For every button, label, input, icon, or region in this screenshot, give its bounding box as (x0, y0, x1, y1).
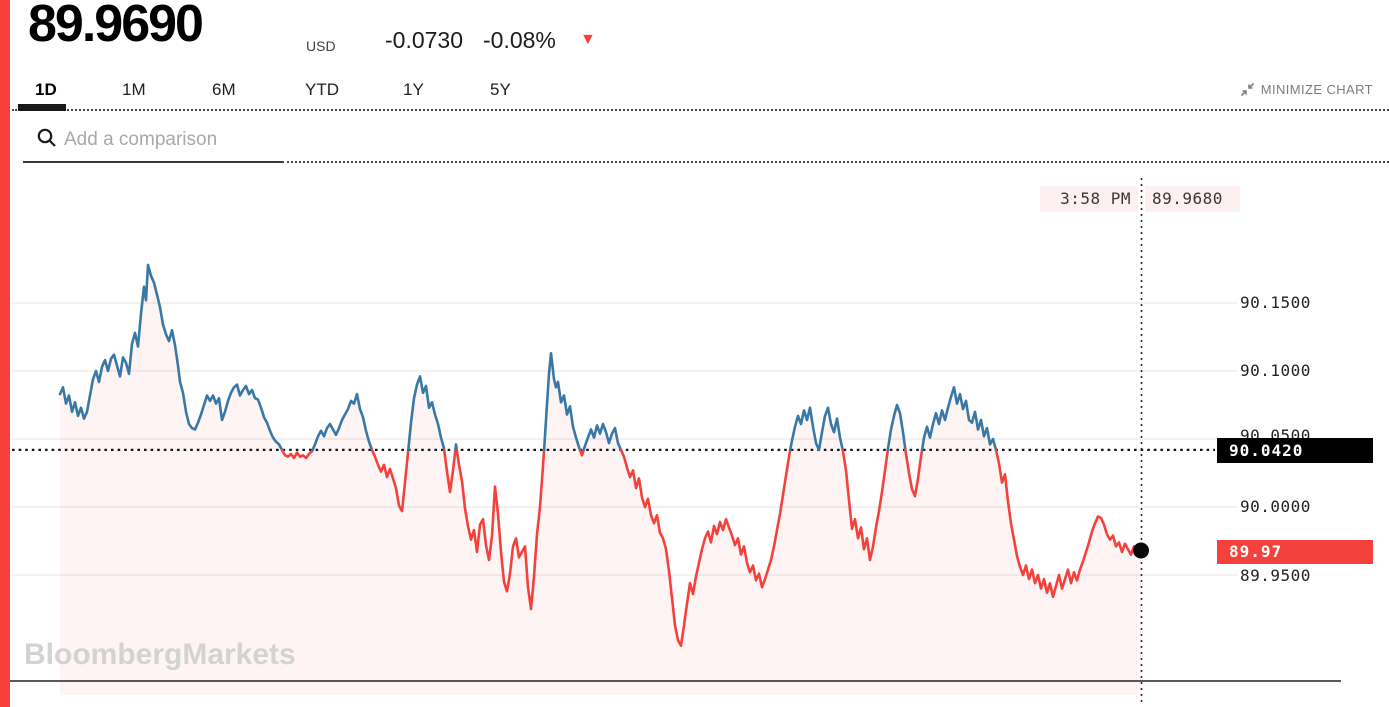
crosshair-time-label: 3:58 PM (1040, 186, 1138, 212)
price-change-percent: -0.08% (483, 27, 556, 53)
brand-accent-bar (0, 0, 10, 707)
add-comparison-input[interactable] (62, 124, 486, 156)
bloomberg-markets-watermark: BloombergMarkets (24, 638, 296, 671)
last-point-marker (1133, 542, 1149, 559)
search-underline (23, 146, 282, 163)
ytick-90-1000: 90.1000 (1240, 361, 1311, 380)
price-change: -0.0730 (385, 27, 464, 53)
down-triangle-icon: ▼ (580, 31, 596, 48)
search-underline-dotted (282, 146, 1389, 163)
ytick-89-9500: 89.9500 (1240, 566, 1311, 585)
minimize-icon (1240, 82, 1254, 97)
ytick-90-1500: 90.1500 (1240, 293, 1311, 312)
tab-6m[interactable]: 6M (212, 80, 236, 99)
last-price-badge: 89.97 (1217, 540, 1373, 564)
tab-1y[interactable]: 1Y (403, 80, 424, 99)
tab-1d[interactable]: 1D (35, 80, 57, 99)
currency-code: USD (306, 38, 336, 54)
last-price: 89.9690 (28, 0, 204, 53)
tab-1m[interactable]: 1M (122, 80, 146, 99)
tab-5y[interactable]: 5Y (490, 80, 511, 99)
minimize-chart-button[interactable]: MINIMIZE CHART (1240, 82, 1373, 97)
previous-close-badge: 90.0420 (1217, 438, 1373, 463)
crosshair-value-label: 89.9680 (1145, 186, 1240, 212)
minimize-chart-label: MINIMIZE CHART (1260, 82, 1373, 97)
tab-ytd[interactable]: YTD (305, 80, 339, 99)
ytick-90-0000: 90.0000 (1240, 497, 1311, 516)
tabs-separator (12, 94, 1389, 111)
search-icon (37, 128, 56, 147)
active-tab-indicator (18, 104, 66, 111)
